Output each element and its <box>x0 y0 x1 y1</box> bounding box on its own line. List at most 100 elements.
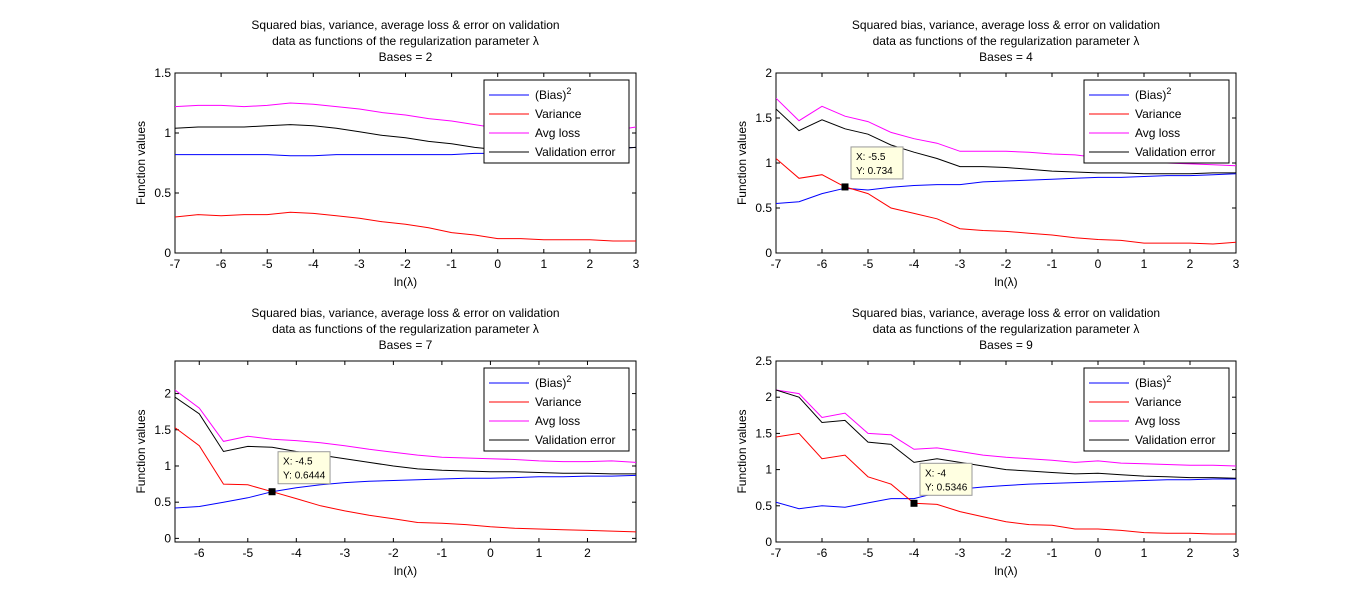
x-tick-label: 3 <box>1233 257 1240 271</box>
chart-title-line: data as functions of the regularization … <box>873 34 1140 48</box>
series-line-variance <box>175 427 636 533</box>
datatip-marker[interactable] <box>268 488 276 496</box>
y-tick-label: 0.5 <box>755 499 772 513</box>
legend-label: (Bias)2 <box>1135 374 1171 390</box>
x-tick-label: -7 <box>771 546 782 560</box>
x-tick-label: 3 <box>633 257 640 271</box>
chart-title-line: Bases = 9 <box>979 338 1033 352</box>
legend-label: (Bias)2 <box>535 374 571 390</box>
legend-label: Validation error <box>1135 145 1215 159</box>
legend-label: Variance <box>1135 107 1182 121</box>
legend-label: Validation error <box>535 145 615 159</box>
x-tick-label: -3 <box>955 546 966 560</box>
legend: (Bias)2 Variance Avg loss Validation error <box>1083 79 1230 164</box>
chart-title-line: Squared bias, variance, average loss & e… <box>251 306 559 320</box>
y-tick-label: 2.5 <box>755 354 772 368</box>
y-tick-label: 1 <box>765 463 772 477</box>
y-tick-label: 0.5 <box>755 201 772 215</box>
legend-superscript: 2 <box>1166 86 1171 96</box>
datatip-box <box>850 146 904 180</box>
series-line-variance <box>776 158 1236 245</box>
x-tick-label: 1 <box>1141 546 1148 560</box>
x-tick-label: 1 <box>1141 257 1148 271</box>
x-tick-label: -4 <box>291 546 302 560</box>
x-tick-label: -3 <box>354 257 365 271</box>
x-tick-label: -4 <box>909 546 920 560</box>
x-tick-label: -4 <box>308 257 319 271</box>
chart-title-line: data as functions of the regularization … <box>272 34 539 48</box>
legend-label: Avg loss <box>535 126 580 140</box>
legend-label: (Bias)2 <box>1135 86 1171 102</box>
legend-superscript: 2 <box>566 374 571 384</box>
legend-box <box>1083 367 1230 452</box>
legend-label: Variance <box>1135 395 1182 409</box>
y-tick-label: 1.5 <box>154 423 171 437</box>
y-tick-label: 2 <box>164 387 171 401</box>
x-tick-label: -5 <box>262 257 273 271</box>
datatip-x-label: X: -5.5 <box>856 152 886 163</box>
y-axis-label: Function values <box>735 121 749 205</box>
datatip-box <box>919 462 973 496</box>
legend-label: Variance <box>535 395 582 409</box>
datatip-box <box>277 451 331 485</box>
x-tick-label: -6 <box>194 546 205 560</box>
legend-box <box>483 367 630 452</box>
y-tick-label: 0 <box>765 535 772 549</box>
y-tick-label: 1 <box>765 156 772 170</box>
x-tick-label: -5 <box>863 257 874 271</box>
x-tick-label: -6 <box>817 257 828 271</box>
chart-3: Squared bias, variance, average loss & e… <box>134 306 637 578</box>
datatip-y-label: Y: 0.5346 <box>925 482 968 493</box>
datatip-marker[interactable] <box>841 183 849 191</box>
y-tick-label: 1 <box>164 459 171 473</box>
x-tick-label: 2 <box>1187 546 1194 560</box>
y-axis-label: Function values <box>134 121 148 205</box>
legend-superscript: 2 <box>566 86 571 96</box>
x-tick-label: -3 <box>340 546 351 560</box>
x-tick-label: 3 <box>1233 546 1240 560</box>
x-tick-label: -2 <box>1001 257 1012 271</box>
y-tick-label: 0 <box>164 531 171 545</box>
datatip-marker[interactable] <box>910 499 918 507</box>
legend-label: Avg loss <box>1135 414 1180 428</box>
chart-title-line: Bases = 4 <box>979 50 1033 64</box>
x-tick-label: 2 <box>1187 257 1194 271</box>
x-axis-label: ln(λ) <box>394 275 417 289</box>
chart-title-line: Squared bias, variance, average loss & e… <box>852 306 1160 320</box>
x-tick-label: -5 <box>863 546 874 560</box>
y-tick-label: 2 <box>765 66 772 80</box>
y-tick-label: 0.5 <box>154 186 171 200</box>
legend-label: Avg loss <box>1135 126 1180 140</box>
datatip-x-label: X: -4 <box>925 468 947 479</box>
x-tick-label: 0 <box>1095 257 1102 271</box>
legend-label: Validation error <box>1135 433 1215 447</box>
x-tick-label: -2 <box>1001 546 1012 560</box>
series-line-variance <box>175 211 636 242</box>
legend-label: Validation error <box>535 433 615 447</box>
series-line-validation-error <box>776 108 1236 175</box>
series-line-validation-error <box>776 389 1236 479</box>
legend-label: (Bias)2 <box>535 86 571 102</box>
x-tick-label: 2 <box>584 546 591 560</box>
legend: (Bias)2 Variance Avg loss Validation error <box>483 367 630 452</box>
x-axis-label: ln(λ) <box>994 275 1017 289</box>
x-tick-label: -2 <box>388 546 399 560</box>
series-line-bias <box>175 474 636 509</box>
x-tick-label: -5 <box>242 546 253 560</box>
legend: (Bias)2 Variance Avg loss Validation error <box>483 79 630 164</box>
chart-title-line: data as functions of the regularization … <box>272 322 539 336</box>
chart-1: Squared bias, variance, average loss & e… <box>134 18 640 289</box>
legend-label: Avg loss <box>535 414 580 428</box>
x-tick-label: -4 <box>909 257 920 271</box>
datatip-y-label: Y: 0.734 <box>856 166 893 177</box>
x-tick-label: 0 <box>494 257 501 271</box>
x-tick-label: -6 <box>216 257 227 271</box>
series-line-avg-loss <box>175 389 636 463</box>
x-tick-label: 2 <box>587 257 594 271</box>
series-line-validation-error <box>175 396 636 475</box>
y-axis-label: Function values <box>134 409 148 493</box>
series-line-bias <box>776 478 1236 510</box>
x-tick-label: -7 <box>771 257 782 271</box>
chart-title-line: data as functions of the regularization … <box>873 322 1140 336</box>
